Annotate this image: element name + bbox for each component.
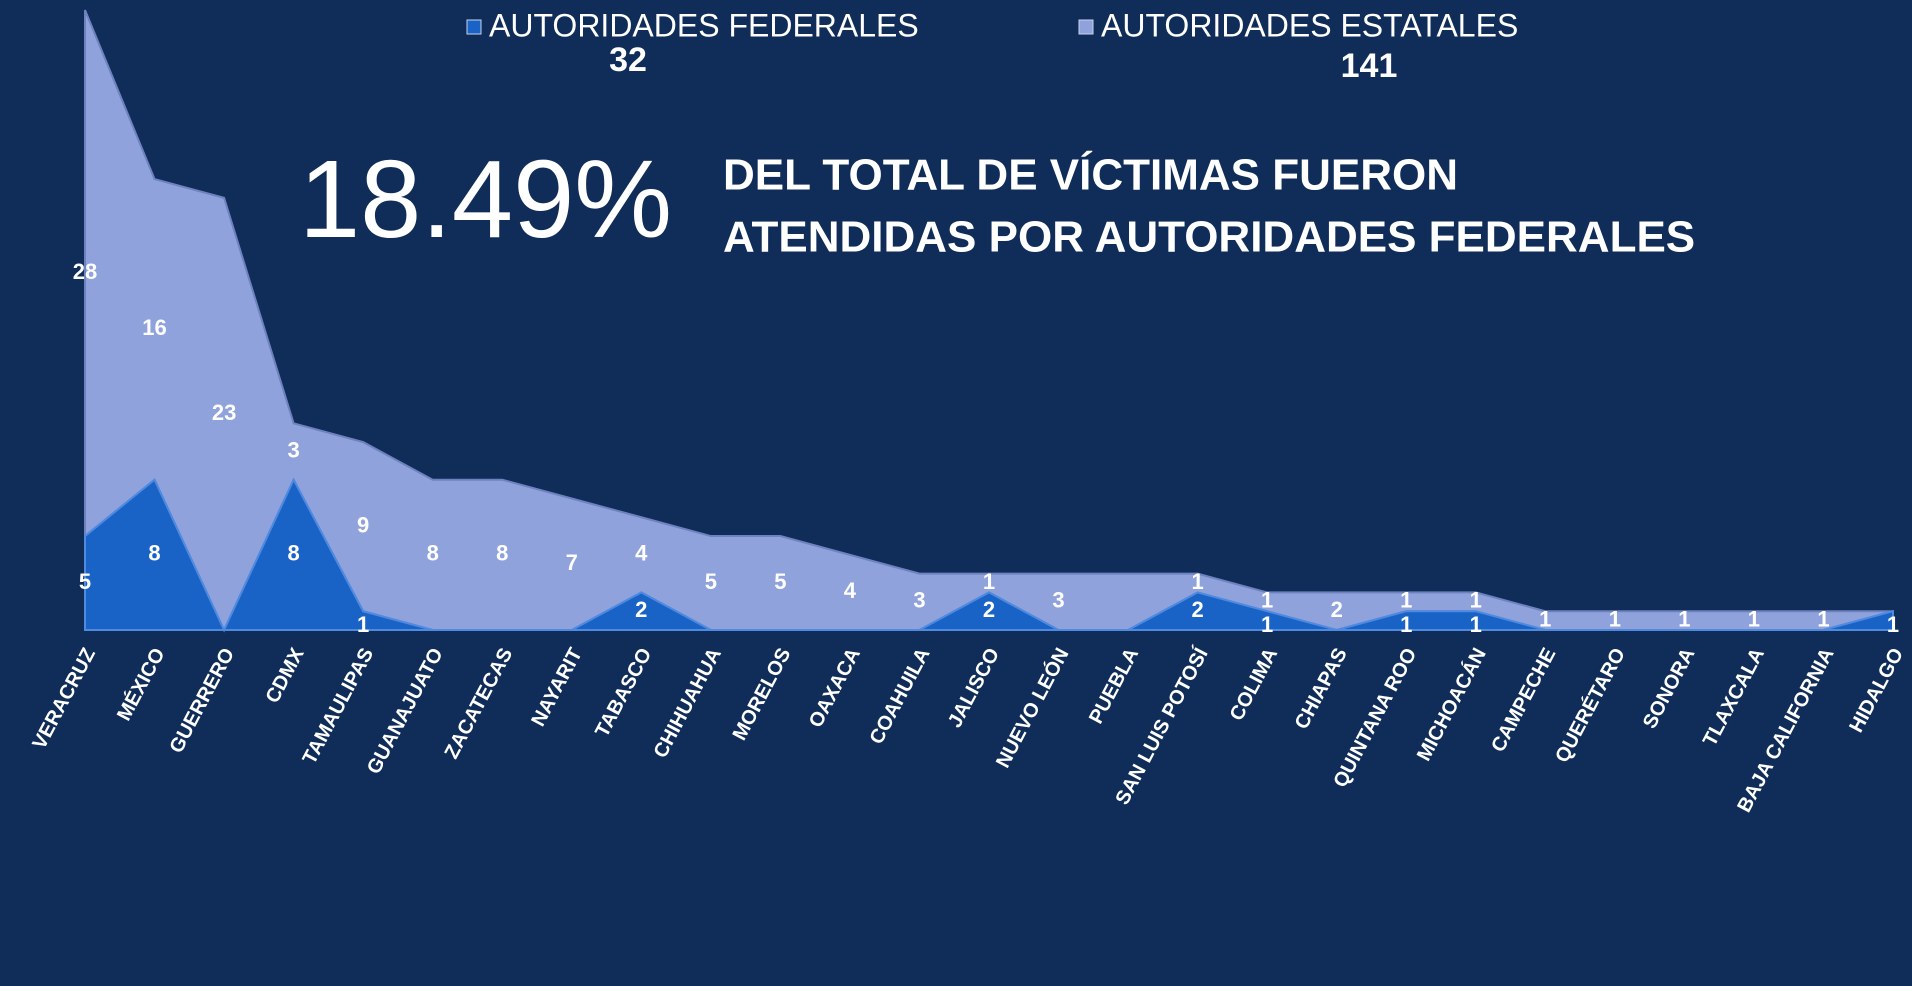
value-label: 1 xyxy=(1539,606,1551,631)
value-label: 1 xyxy=(983,569,995,594)
value-label: 7 xyxy=(566,550,578,575)
value-label: 1 xyxy=(1817,606,1829,631)
value-label: 9 xyxy=(357,512,369,537)
value-label: 5 xyxy=(79,569,91,594)
value-label: 5 xyxy=(774,569,786,594)
headline-text: ATENDIDAS POR AUTORIDADES FEDERALES xyxy=(723,213,1695,262)
legend-label: AUTORIDADES FEDERALES xyxy=(489,7,919,43)
value-label: 1 xyxy=(1261,588,1273,613)
area-federales xyxy=(84,477,1894,633)
value-label: 1 xyxy=(1400,612,1412,637)
legend-total: 141 xyxy=(1341,47,1398,85)
headline-text: DEL TOTAL DE VÍCTIMAS FUERON xyxy=(723,150,1458,200)
value-label: 8 xyxy=(496,541,508,566)
value-label: 1 xyxy=(1470,588,1482,613)
value-label: 4 xyxy=(844,578,857,603)
legend-total: 32 xyxy=(609,41,647,79)
legend-swatch xyxy=(466,19,482,35)
value-label: 1 xyxy=(1470,612,1482,637)
value-label: 3 xyxy=(913,588,925,613)
value-label: 1 xyxy=(1400,588,1412,613)
value-label: 28 xyxy=(73,259,97,284)
value-label: 2 xyxy=(1331,597,1343,622)
value-label: 2 xyxy=(983,597,995,622)
headline-value: 18.49% xyxy=(299,138,672,261)
value-label: 1 xyxy=(1609,606,1621,631)
value-label: 1 xyxy=(1191,569,1203,594)
legend-label: AUTORIDADES ESTATALES xyxy=(1101,7,1518,43)
value-label: 16 xyxy=(142,315,166,340)
value-label: 1 xyxy=(1748,606,1760,631)
value-label: 1 xyxy=(357,612,369,637)
value-label: 1 xyxy=(1887,612,1899,637)
value-label: 8 xyxy=(148,541,160,566)
legend-swatch xyxy=(1078,19,1094,35)
value-label: 8 xyxy=(287,541,299,566)
value-label: 2 xyxy=(1191,597,1203,622)
value-label: 1 xyxy=(1261,612,1273,637)
value-label: 1 xyxy=(1678,606,1690,631)
value-label: 23 xyxy=(212,400,236,425)
value-label: 8 xyxy=(427,541,439,566)
value-label: 2 xyxy=(635,597,647,622)
value-label: 3 xyxy=(287,437,299,462)
value-label: 4 xyxy=(635,541,648,566)
value-label: 5 xyxy=(705,569,717,594)
value-label: 3 xyxy=(1052,588,1064,613)
